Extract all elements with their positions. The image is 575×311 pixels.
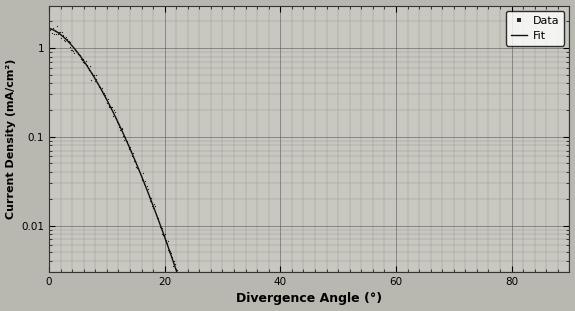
Fit xyxy=(45,27,52,30)
Fit xyxy=(99,89,106,93)
Data xyxy=(54,24,61,27)
Data xyxy=(46,26,53,30)
Data xyxy=(181,291,187,295)
Line: Fit: Fit xyxy=(49,29,569,311)
X-axis label: Divergence Angle (°): Divergence Angle (°) xyxy=(236,292,382,305)
Data xyxy=(139,178,146,182)
Legend: Data, Fit: Data, Fit xyxy=(506,11,564,45)
Line: Data: Data xyxy=(49,25,570,311)
Y-axis label: Current Density (mA/cm²): Current Density (mA/cm²) xyxy=(6,58,16,219)
